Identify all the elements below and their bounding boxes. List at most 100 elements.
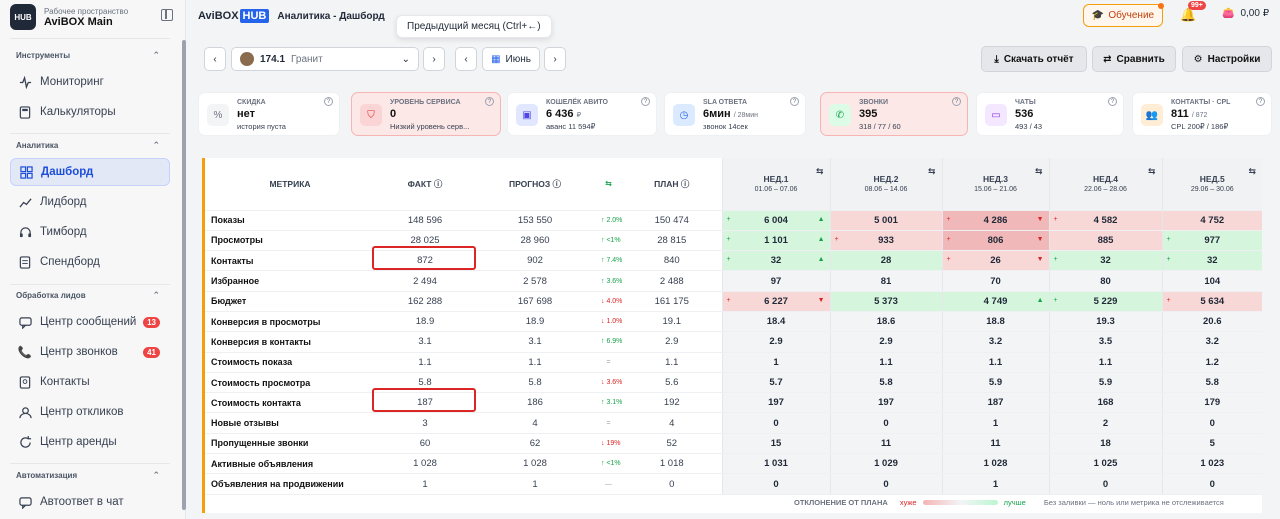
- card-discount[interactable]: % СКИДКА нет история пуста?: [198, 92, 340, 136]
- table-row[interactable]: Стоимость контакта 187 186 ↑ 3.1% 192 197 197 1…: [205, 392, 1262, 414]
- week-cell[interactable]: 97: [721, 270, 830, 292]
- col-header-week[interactable]: НЕД.3 15.06 – 21.06 ⇆: [941, 158, 1049, 211]
- table-row[interactable]: Пропущенные звонки 60 62 ↓ 19% 52 15 11 11 18 5: [205, 433, 1262, 455]
- help-icon[interactable]: ?: [790, 97, 799, 106]
- week-cell[interactable]: +4 286 ▼: [941, 210, 1049, 231]
- week-cell[interactable]: 3.2: [941, 331, 1049, 353]
- table-row[interactable]: Стоимость просмотра 5.8 5.8 ↓ 3.6% 5.6 5.7 5.8…: [205, 372, 1262, 394]
- help-icon[interactable]: ⓘ: [680, 178, 690, 189]
- week-cell[interactable]: +933: [829, 230, 942, 252]
- week-cell[interactable]: 2.9: [829, 331, 942, 353]
- week-cell[interactable]: 5.9: [1048, 372, 1162, 394]
- prev-month-button[interactable]: ‹: [455, 47, 477, 71]
- table-row[interactable]: Конверсия в контакты 3.1 3.1 ↑ 6.9% 2.9 2.9 2.…: [205, 331, 1262, 353]
- sidebar-item-monitoring[interactable]: Мониторинг: [10, 68, 170, 96]
- sidebar-item-rent[interactable]: Центр аренды: [10, 428, 170, 456]
- section-leads[interactable]: Обработка лидов ⌃: [16, 290, 166, 300]
- week-cell[interactable]: 885: [1048, 230, 1162, 252]
- table-row[interactable]: Избранное 2 494 2 578 ↑ 3.6% 2 488 97 81 70 80 10…: [205, 270, 1262, 292]
- week-cell[interactable]: 1.1: [941, 352, 1049, 373]
- week-cell[interactable]: 2.9: [721, 331, 830, 353]
- week-cell[interactable]: 81: [829, 270, 942, 292]
- col-header-week[interactable]: НЕД.4 22.06 – 28.06 ⇆: [1048, 158, 1162, 211]
- sidebar-item-calculators[interactable]: Калькуляторы: [10, 98, 170, 126]
- account-select[interactable]: 174.1 Гранит ⌄: [231, 47, 419, 71]
- week-cell[interactable]: 187: [941, 392, 1049, 414]
- balance-button[interactable]: 👛 0,00 ₽: [1222, 8, 1269, 19]
- col-header-week[interactable]: НЕД.5 29.06 – 30.06 ⇆: [1161, 158, 1262, 211]
- col-header-fact[interactable]: ФАКТ ⓘ: [375, 158, 475, 211]
- week-cell[interactable]: 20.6: [1161, 311, 1262, 333]
- week-cell[interactable]: +32: [1048, 250, 1162, 272]
- next-month-button[interactable]: ›: [544, 47, 566, 71]
- col-header-plan[interactable]: ПЛАН ⓘ: [622, 158, 722, 211]
- card-contacts-cpl[interactable]: 👥 КОНТАКТЫ · CPL 811 / 872 CPL 200₽ / 186₽?: [1132, 92, 1272, 136]
- compare-button[interactable]: ⇄ Сравнить: [1092, 46, 1176, 72]
- sidebar-scrollbar[interactable]: [182, 40, 186, 510]
- week-cell[interactable]: 1 029: [829, 453, 942, 475]
- table-row[interactable]: Новые отзывы 3 4 = 4 0 0 1 2 0: [205, 412, 1262, 434]
- swap-icon[interactable]: ⇆: [1034, 166, 1043, 176]
- week-cell[interactable]: 1: [941, 473, 1049, 495]
- help-icon[interactable]: ?: [1108, 97, 1117, 106]
- col-header-metric[interactable]: МЕТРИКА: [205, 158, 375, 211]
- week-cell[interactable]: 1.2: [1161, 352, 1262, 373]
- help-icon[interactable]: ?: [324, 97, 333, 106]
- week-cell[interactable]: 5: [1161, 433, 1262, 455]
- week-cell[interactable]: 4 752: [1161, 210, 1262, 231]
- week-cell[interactable]: 0: [1161, 473, 1262, 495]
- week-cell[interactable]: 80: [1048, 270, 1162, 292]
- week-cell[interactable]: 1.1: [829, 352, 942, 373]
- table-row[interactable]: Активные объявления 1 028 1 028 ↑ <1% 1 018 1…: [205, 453, 1262, 475]
- week-cell[interactable]: 0: [829, 412, 942, 434]
- week-cell[interactable]: 3.5: [1048, 331, 1162, 353]
- week-cell[interactable]: 1 025: [1048, 453, 1162, 475]
- card-calls[interactable]: ✆ ЗВОНКИ 395 318 / 77 / 60?: [820, 92, 968, 136]
- sidebar-item-dashboard[interactable]: Дашборд: [10, 158, 170, 186]
- week-cell[interactable]: 0: [1161, 412, 1262, 434]
- sidebar-item-responses[interactable]: Центр откликов: [10, 398, 170, 426]
- week-cell[interactable]: +32 ▲: [721, 250, 830, 272]
- help-icon[interactable]: ⓘ: [433, 178, 443, 189]
- week-cell[interactable]: 18: [1048, 433, 1162, 455]
- workspace-switcher[interactable]: HUB Рабочее пространство AviBOX Main: [10, 4, 128, 30]
- col-header-week[interactable]: НЕД.2 08.06 – 14.06 ⇆: [829, 158, 942, 211]
- week-cell[interactable]: +32: [1161, 250, 1262, 272]
- week-cell[interactable]: 0: [1048, 473, 1162, 495]
- week-cell[interactable]: 197: [721, 392, 830, 414]
- week-cell[interactable]: 0: [721, 412, 830, 434]
- week-cell[interactable]: +977: [1161, 230, 1262, 252]
- week-cell[interactable]: 11: [941, 433, 1049, 455]
- download-report-button[interactable]: ⤓ Скачать отчёт: [981, 46, 1087, 72]
- learn-button[interactable]: 🎓 Обучение: [1083, 3, 1164, 27]
- sidebar-item-teamboard[interactable]: Тимборд: [10, 218, 170, 246]
- week-cell[interactable]: +5 229: [1048, 291, 1162, 312]
- table-row[interactable]: Просмотры 28 025 28 960 ↑ <1% 28 815 +1 101 ▲ +…: [205, 230, 1262, 252]
- week-cell[interactable]: 18.4: [721, 311, 830, 333]
- help-icon[interactable]: ?: [485, 97, 494, 106]
- sidebar-item-calls[interactable]: 📞 Центр звонков 41: [10, 338, 170, 366]
- week-cell[interactable]: +1 101 ▲: [721, 230, 830, 252]
- week-cell[interactable]: 179: [1161, 392, 1262, 414]
- next-account-button[interactable]: ›: [423, 47, 445, 71]
- week-cell[interactable]: +806 ▼: [941, 230, 1049, 252]
- card-service-level[interactable]: ⛉ УРОВЕНЬ СЕРВИСА 0 Низкий уровень серв...?: [351, 92, 501, 136]
- sidebar-item-contacts[interactable]: Контакты: [10, 368, 170, 396]
- week-cell[interactable]: 1 023: [1161, 453, 1262, 475]
- week-cell[interactable]: 5.8: [1161, 372, 1262, 394]
- week-cell[interactable]: 18.6: [829, 311, 942, 333]
- week-cell[interactable]: 5 373: [829, 291, 942, 312]
- brand[interactable]: AviBOX HUB Аналитика - Дашборд: [198, 9, 385, 23]
- week-cell[interactable]: 5.9: [941, 372, 1049, 394]
- week-cell[interactable]: +5 634: [1161, 291, 1262, 312]
- week-cell[interactable]: 15: [721, 433, 830, 455]
- week-cell[interactable]: 28: [829, 250, 942, 272]
- table-row[interactable]: Конверсия в просмотры 18.9 18.9 ↓ 1.0% 19.1 1…: [205, 311, 1262, 333]
- collapse-sidebar-icon[interactable]: [161, 9, 173, 21]
- month-picker[interactable]: ▦ Июнь: [482, 47, 540, 71]
- help-icon[interactable]: ?: [952, 97, 961, 106]
- week-cell[interactable]: 5.7: [721, 372, 830, 394]
- card-chats[interactable]: ▭ ЧАТЫ 536 493 / 43?: [976, 92, 1124, 136]
- week-cell[interactable]: 5 001: [829, 210, 942, 231]
- sidebar-item-leadboard[interactable]: Лидборд: [10, 188, 170, 216]
